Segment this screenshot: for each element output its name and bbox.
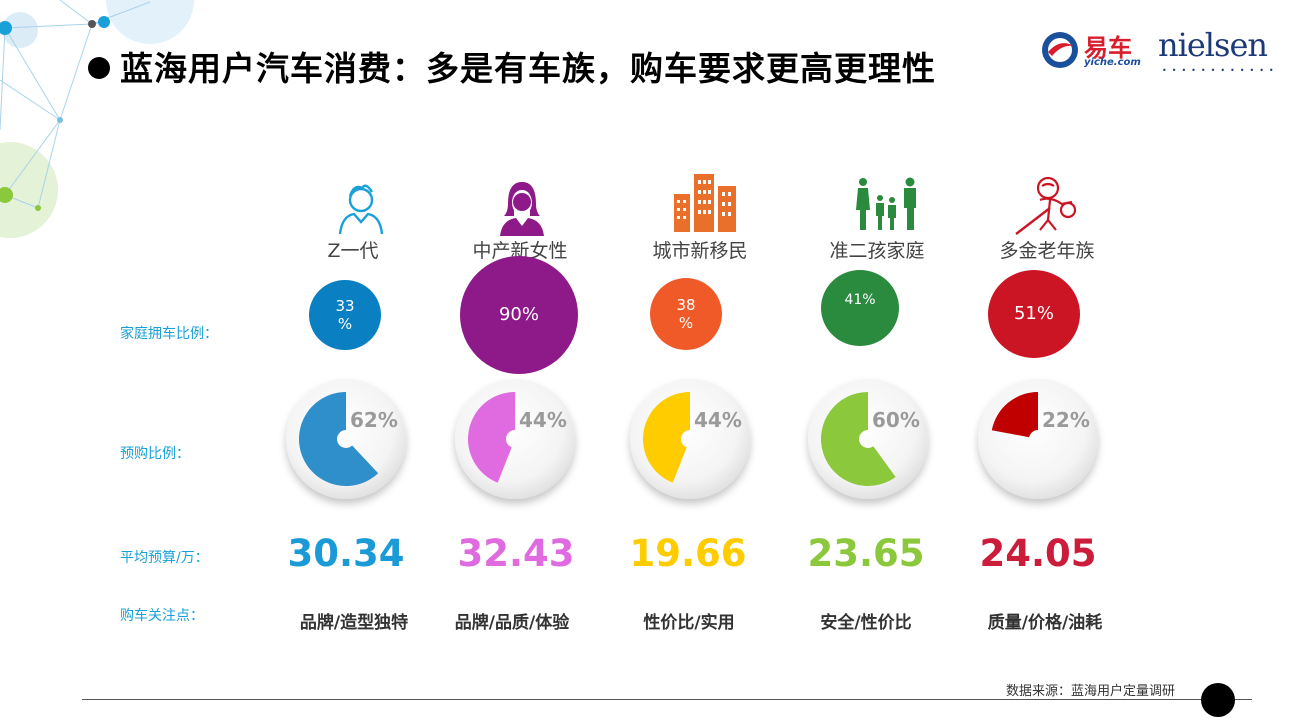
- logo-area: 易车 yiche.com nielsen ••••••••••••: [1040, 26, 1274, 76]
- footer-dot: [1201, 683, 1235, 717]
- woman-icon: [500, 182, 544, 236]
- purchase-pie-z-generation: 62%: [276, 375, 416, 515]
- budget-value-middle-class-women: 32.43: [457, 532, 575, 575]
- persona-name-middle-class-women: 中产新女性: [472, 240, 568, 262]
- purchase-pie-slice: [820, 392, 896, 486]
- page-title-text: 蓝海用户汽车消费：多是有车族，购车要求更高更理性: [120, 49, 936, 88]
- ownership-circle-z-generation: 33 %: [309, 280, 381, 350]
- ownership-circle-middle-class-women: 90%: [460, 256, 578, 374]
- purchase-pie-slice: [643, 392, 690, 483]
- purchase-pie-svg: 44%: [455, 379, 575, 499]
- yiche-logo-icon: [1042, 32, 1078, 68]
- purchase-pie-new-urban-migrants: 44%: [620, 375, 760, 515]
- row-label-budget: 平均预算/万：: [120, 550, 209, 566]
- footer-divider: [82, 699, 1252, 700]
- elder-icon: [1015, 176, 1077, 235]
- purchase-pie-svg: 60%: [808, 379, 928, 499]
- ownership-circle-wealthy-elders: 51%: [988, 270, 1080, 358]
- purchase-pie-svg: 44%: [630, 379, 750, 499]
- ownership-label: 90%: [498, 304, 539, 326]
- purchase-pie-svg: 62%: [286, 379, 406, 499]
- concern-middle-class-women: 品牌/品质/体验: [454, 613, 570, 633]
- ownership-label: 51%: [1013, 303, 1054, 325]
- network-decoration: [0, 0, 194, 238]
- data-source: 数据来源：蓝海用户定量调研: [1006, 684, 1176, 699]
- concern-wealthy-elders: 质量/价格/油耗: [987, 613, 1103, 633]
- concern-z-generation: 品牌/造型独特: [299, 613, 409, 633]
- purchase-pie-label: 44%: [694, 408, 742, 432]
- budget-value-second-child-families: 23.65: [807, 532, 925, 575]
- persona-name-second-child-families: 准二孩家庭: [829, 240, 925, 262]
- yiche-logo-subtext: yiche.com: [1084, 57, 1141, 68]
- purchase-pie-middle-class-women: 44%: [445, 375, 585, 515]
- concern-new-urban-migrants: 性价比/实用: [643, 613, 735, 633]
- purchase-pie-label: 44%: [519, 408, 567, 432]
- row-label-concern: 购车关注点：: [120, 608, 204, 624]
- purchase-pie-label: 22%: [1042, 408, 1090, 432]
- concern-second-child-families: 安全/性价比: [820, 613, 912, 633]
- nielsen-logo-dots: ••••••••••••: [1162, 66, 1279, 75]
- purchase-pie-second-child-families: 60%: [798, 375, 938, 515]
- title-bullet: [88, 56, 110, 79]
- budget-value-z-generation: 30.34: [287, 532, 405, 575]
- purchase-pie-label: 60%: [872, 408, 920, 432]
- persona-name-wealthy-elders: 多金老年族: [999, 240, 1095, 262]
- nielsen-logo: nielsen: [1158, 26, 1268, 64]
- ownership-circle-new-urban-migrants: 38 %: [650, 278, 722, 350]
- row-label-ownership: 家庭拥车比例：: [120, 326, 218, 342]
- budget-value-wealthy-elders: 24.05: [979, 532, 1097, 575]
- purchase-pie-slice: [991, 392, 1038, 438]
- family-icon: [856, 177, 916, 230]
- purchase-pie-svg: 22%: [978, 379, 1098, 499]
- yiche-logo-text: 易车: [1084, 34, 1132, 62]
- purchase-pie-slice: [298, 392, 379, 486]
- row-label-purchase: 预购比例：: [120, 446, 190, 462]
- ownership-label: 41%: [844, 291, 876, 308]
- budget-value-new-urban-migrants: 19.66: [629, 532, 747, 575]
- ownership-circle-second-child-families: 41%: [821, 270, 899, 346]
- buildings-icon: [674, 174, 736, 232]
- persona-name-new-urban-migrants: 城市新移民: [652, 240, 748, 262]
- ownership-label: 38 %: [676, 296, 696, 332]
- purchase-pie-slice: [468, 392, 515, 483]
- boy-icon: [338, 184, 384, 235]
- ownership-label: 33 %: [335, 297, 355, 333]
- purchase-pie-label: 62%: [350, 408, 398, 432]
- page-title: 蓝海用户汽车消费：多是有车族，购车要求更高更理性: [88, 42, 936, 90]
- persona-name-z-generation: Z一代: [327, 240, 379, 262]
- purchase-pie-wealthy-elders: 22%: [968, 375, 1108, 515]
